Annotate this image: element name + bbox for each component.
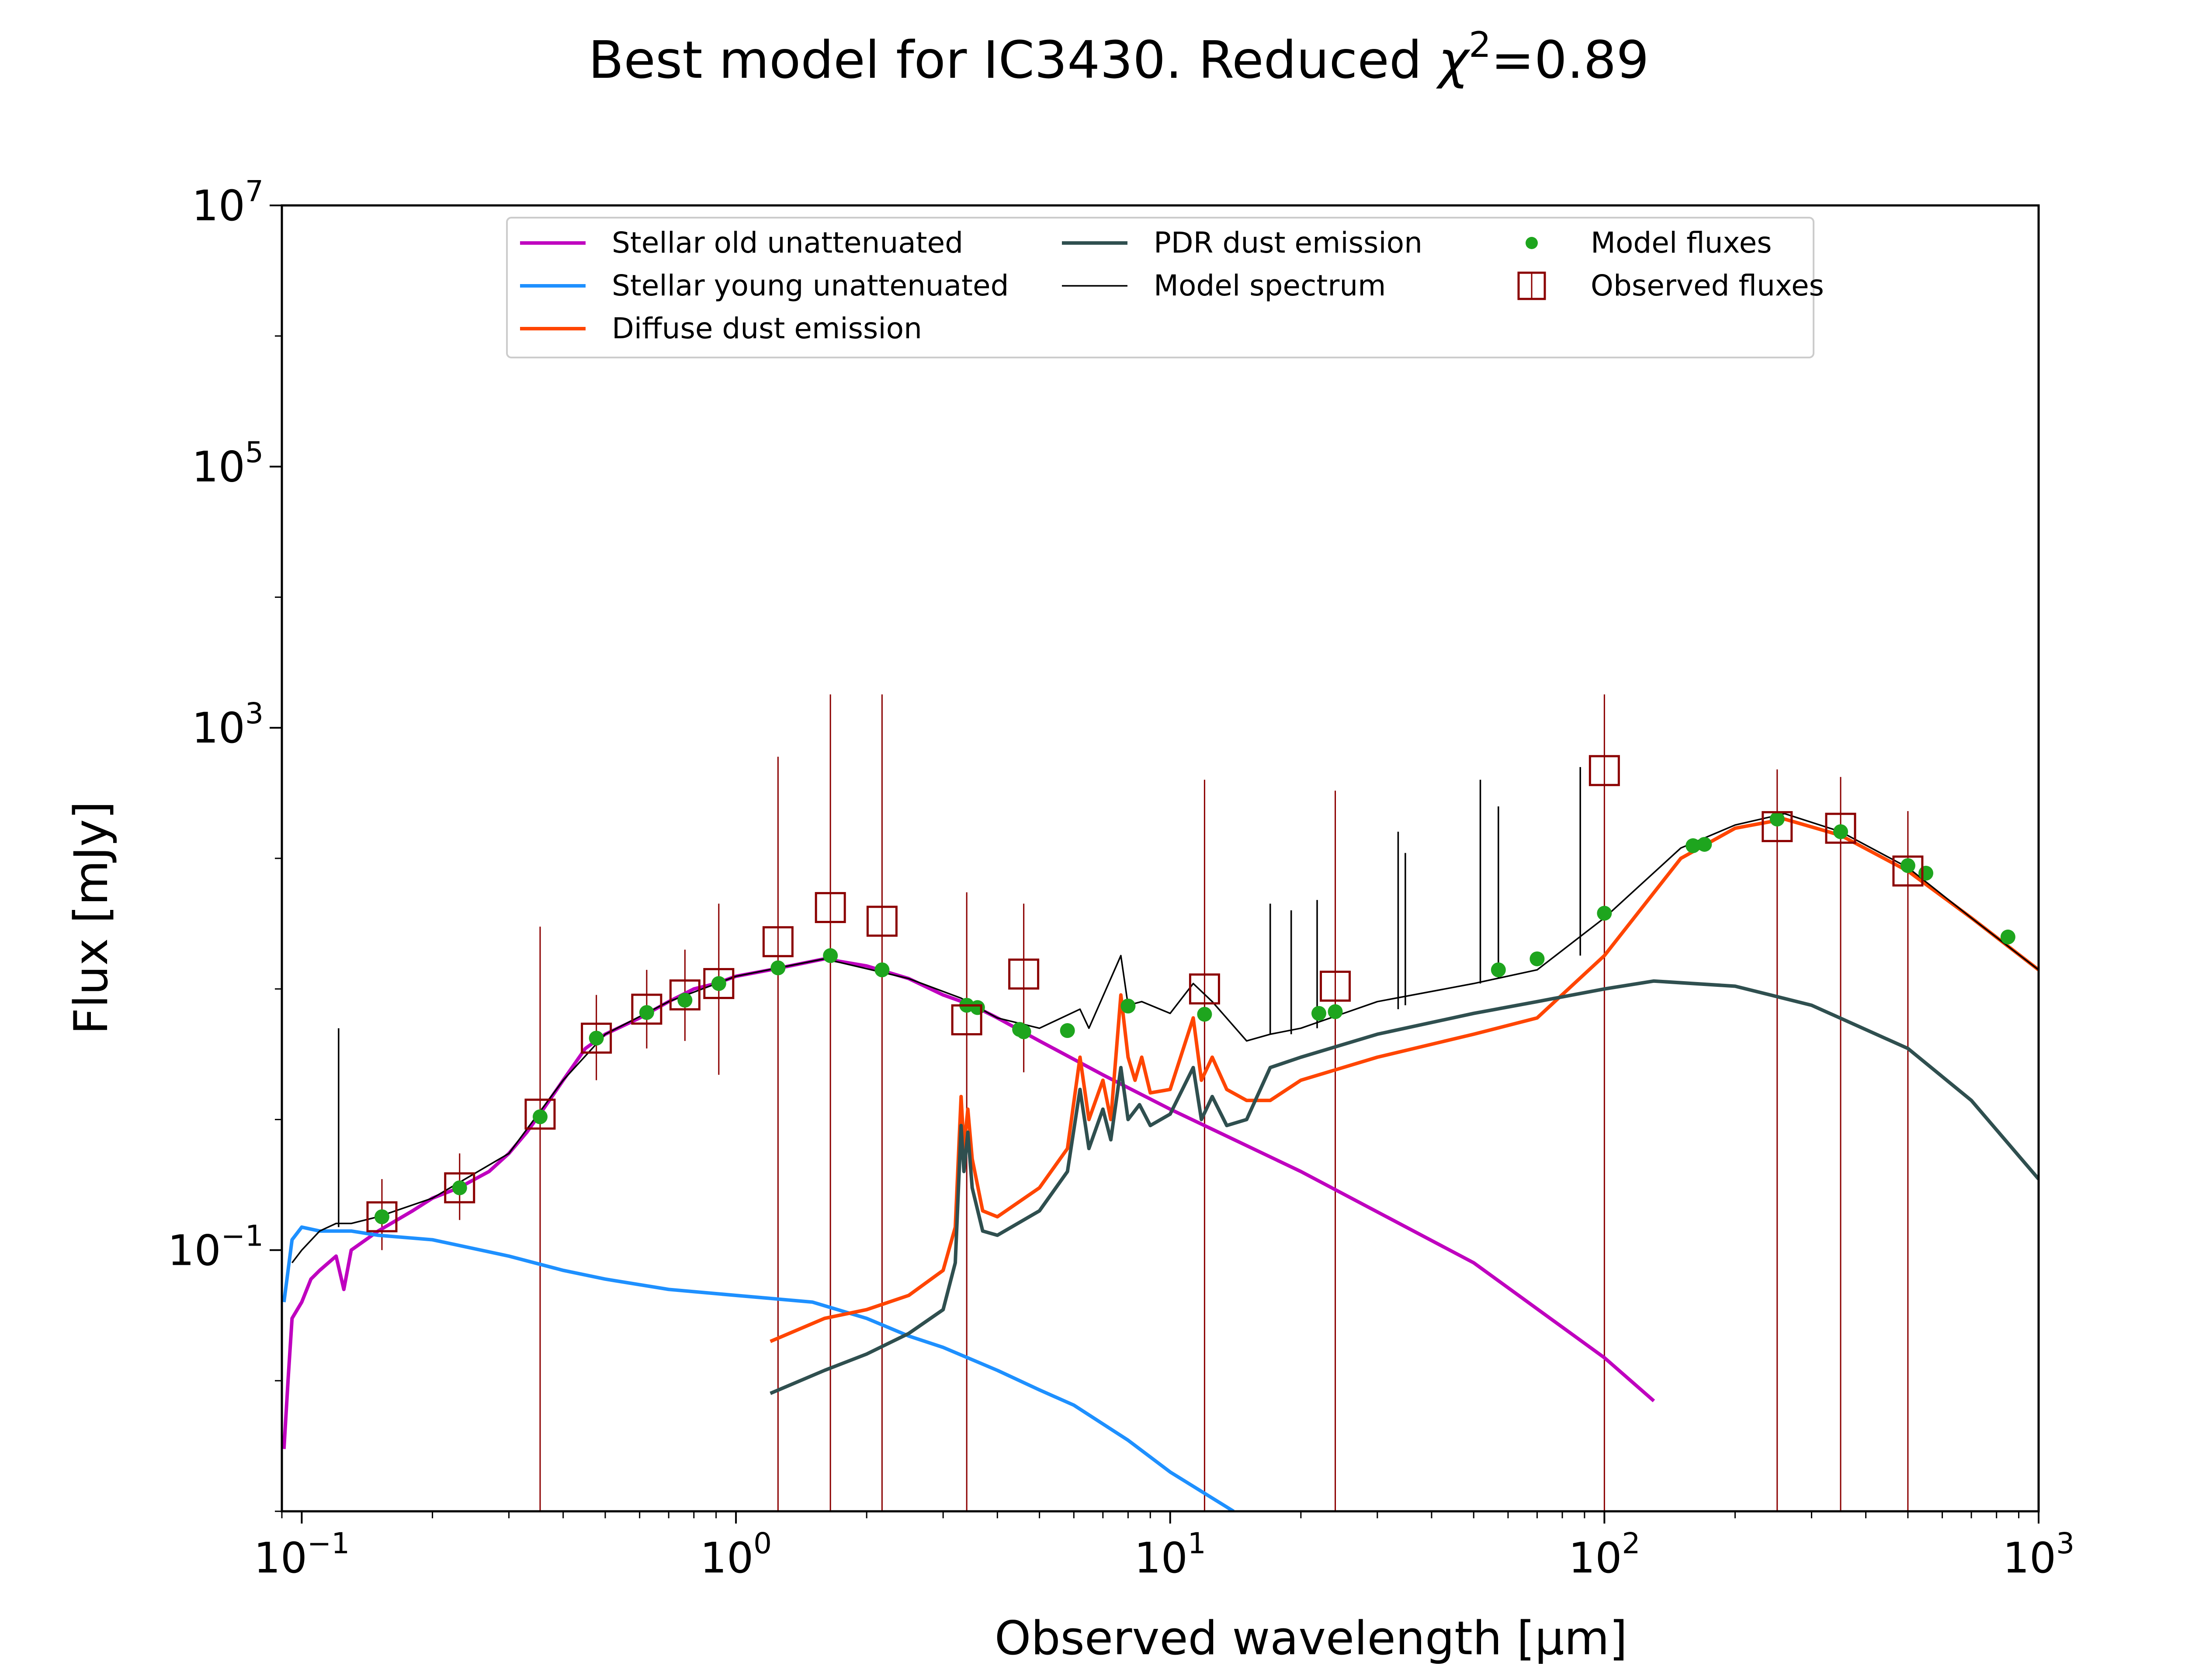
y-tick-exponent: −1 xyxy=(221,1219,264,1253)
legend: Stellar old unattenuated Stellar young un… xyxy=(506,217,1824,358)
model-flux-point-4 xyxy=(639,1005,654,1020)
y-tick-exponent: 5 xyxy=(245,436,264,469)
model-flux-point-24 xyxy=(1769,812,1785,827)
x-tick-label-3: 102 xyxy=(1568,1527,1640,1583)
legend-label-pdr-dust-emission: PDR dust emission xyxy=(1154,226,1422,260)
observed-flux-marker-12 xyxy=(1189,973,1220,1005)
model-flux-point-26 xyxy=(1900,858,1915,873)
model-flux-point-25 xyxy=(1833,824,1848,840)
y-tick-exponent: 3 xyxy=(245,697,264,730)
y-tick-label-3: 107 xyxy=(192,174,264,230)
model-flux-point-17 xyxy=(1311,1006,1326,1021)
model-flux-point-6 xyxy=(711,976,726,991)
x-tick-base: 10 xyxy=(1568,1534,1622,1583)
series-stellar-young-unattenuated-line xyxy=(282,1225,1235,1511)
model-flux-point-20 xyxy=(1530,951,1545,966)
x-axis-label: Observed wavelength [μm] xyxy=(995,1611,1627,1665)
x-tick-label-4: 103 xyxy=(2003,1527,2074,1583)
y-axis-label: Flux [mJy] xyxy=(64,801,118,1034)
y-tick-base: 10 xyxy=(192,704,245,753)
model-flux-point-18 xyxy=(1328,1004,1343,1019)
model-flux-point-8 xyxy=(823,948,838,963)
x-tick-label-1: 100 xyxy=(700,1527,772,1583)
observed-flux-marker-7 xyxy=(762,926,794,958)
model-flux-point-22 xyxy=(1686,838,1701,854)
x-tick-label-2: 101 xyxy=(1134,1527,1206,1583)
legend-label-stellar-old-unattenuated: Stellar old unattenuated xyxy=(612,226,963,260)
plot-content xyxy=(282,694,2039,1511)
observed-flux-marker-17 xyxy=(1892,855,1924,887)
chart-title: Best model for IC3430. Reduced χ2=0.89 xyxy=(588,24,1649,90)
model-flux-point-14 xyxy=(1060,1023,1075,1038)
legend-box xyxy=(506,217,1814,358)
y-tick-base: 10 xyxy=(192,443,245,492)
observed-flux-marker-8 xyxy=(815,892,846,923)
x-tick-label-0: 10−1 xyxy=(254,1527,350,1583)
legend-label-stellar-young-unattenuated: Stellar young unattenuated xyxy=(612,269,1009,302)
model-flux-point-2 xyxy=(532,1109,548,1125)
model-flux-point-28 xyxy=(2000,929,2015,944)
x-tick-base: 10 xyxy=(2003,1534,2056,1583)
model-flux-point-5 xyxy=(677,993,693,1008)
observed-flux-marker-16 xyxy=(1825,812,1856,844)
x-tick-exponent: 2 xyxy=(1622,1527,1640,1560)
observed-flux-marker-3 xyxy=(581,1022,612,1054)
observed-flux-marker-2 xyxy=(524,1098,556,1130)
x-tick-base: 10 xyxy=(700,1534,753,1583)
chart-title-exponent: 2 xyxy=(1469,24,1491,65)
plot-area xyxy=(282,694,2039,1511)
observed-flux-marker-5 xyxy=(669,979,701,1010)
x-tick-base: 10 xyxy=(1134,1534,1188,1583)
legend-swatch-model-fluxes xyxy=(1526,237,1538,249)
model-flux-point-7 xyxy=(770,960,786,975)
observed-flux-marker-14 xyxy=(1588,755,1620,786)
model-flux-point-0 xyxy=(374,1209,389,1225)
model-flux-point-23 xyxy=(1697,837,1712,852)
observed-flux-marker-0 xyxy=(366,1201,398,1232)
observed-flux-marker-1 xyxy=(444,1172,475,1204)
x-tick-base: 10 xyxy=(254,1534,307,1583)
model-flux-point-27 xyxy=(1918,865,1934,881)
x-tick-exponent: 1 xyxy=(1188,1527,1206,1560)
model-flux-point-3 xyxy=(589,1031,604,1046)
observed-flux-marker-10 xyxy=(951,1004,982,1035)
model-flux-point-1 xyxy=(452,1180,467,1195)
legend-label-model-fluxes: Model fluxes xyxy=(1591,226,1772,260)
observed-flux-marker-11 xyxy=(1008,958,1040,990)
chart-title-symbol: χ xyxy=(1436,30,1471,90)
y-tick-base: 10 xyxy=(192,181,245,230)
y-tick-exponent: 7 xyxy=(245,174,264,208)
y-tick-base: 10 xyxy=(168,1226,221,1275)
observed-flux-marker-9 xyxy=(866,906,898,937)
y-tick-label-1: 103 xyxy=(192,697,264,753)
model-flux-point-11 xyxy=(970,1000,985,1015)
legend-label-observed-fluxes: Observed fluxes xyxy=(1591,269,1824,302)
x-tick-exponent: 0 xyxy=(753,1527,772,1560)
series-pdr-dust-emission-line xyxy=(770,979,2039,1395)
model-flux-point-9 xyxy=(874,962,890,978)
legend-label-diffuse-dust-emission: Diffuse dust emission xyxy=(612,312,922,345)
observed-flux-marker-13 xyxy=(1320,970,1351,1002)
y-tick-label-2: 105 xyxy=(192,436,264,492)
model-flux-point-15 xyxy=(1120,998,1136,1014)
model-flux-point-19 xyxy=(1491,962,1506,978)
model-flux-point-13 xyxy=(1016,1024,1031,1039)
model-flux-point-21 xyxy=(1597,906,1612,921)
observed-flux-marker-6 xyxy=(703,968,735,999)
y-tick-label-0: 10−1 xyxy=(168,1219,264,1275)
model-flux-point-16 xyxy=(1197,1007,1212,1022)
legend-label-model-spectrum: Model spectrum xyxy=(1154,269,1386,302)
observed-flux-marker-4 xyxy=(631,993,662,1025)
chart-title-value: =0.89 xyxy=(1491,30,1649,90)
x-tick-exponent: −1 xyxy=(307,1527,350,1560)
x-tick-exponent: 3 xyxy=(2056,1527,2074,1560)
observed-flux-marker-15 xyxy=(1762,811,1793,842)
chart-title-main: Best model for IC3430. Reduced xyxy=(588,30,1438,90)
